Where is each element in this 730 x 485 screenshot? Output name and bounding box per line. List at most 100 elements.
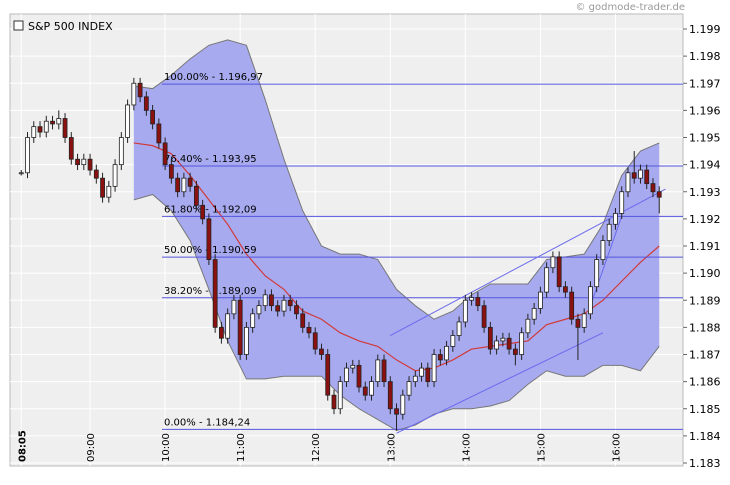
candle-body bbox=[412, 375, 418, 383]
candle-body bbox=[137, 82, 143, 98]
fib-label: 38.20% - 1.189,09 bbox=[164, 286, 257, 297]
candle-body bbox=[362, 386, 368, 396]
candle-body bbox=[450, 335, 456, 347]
y-tick-label: 1.192 bbox=[689, 213, 721, 226]
x-tick-label: 15:00 bbox=[536, 433, 547, 462]
candle-body bbox=[375, 359, 381, 383]
candle-body bbox=[181, 177, 187, 193]
y-tick-label: 1.188 bbox=[689, 321, 721, 334]
candle-body bbox=[469, 297, 474, 301]
candle-body bbox=[43, 120, 49, 133]
candle-body bbox=[487, 326, 493, 350]
candle-body bbox=[306, 326, 312, 334]
candle-body bbox=[112, 164, 118, 187]
candle-body bbox=[281, 299, 287, 312]
y-tick-label: 1.191 bbox=[689, 240, 721, 253]
candle-body bbox=[244, 326, 249, 355]
candle-body bbox=[62, 118, 68, 138]
trendline bbox=[396, 332, 604, 434]
candle-body bbox=[219, 326, 224, 339]
candle-body bbox=[319, 348, 324, 355]
y-tick-label: 1.190 bbox=[689, 267, 721, 280]
candle-body bbox=[225, 313, 231, 339]
candle-body bbox=[431, 354, 437, 383]
candle-body bbox=[525, 318, 531, 334]
candle-body bbox=[613, 213, 618, 225]
y-tick-label: 1.198 bbox=[689, 50, 721, 63]
y-tick-label: 1.186 bbox=[689, 376, 721, 389]
candle-body bbox=[381, 359, 387, 383]
candle-body bbox=[619, 191, 625, 214]
candle-body bbox=[231, 299, 237, 315]
candle-body bbox=[31, 126, 37, 138]
candle-body bbox=[262, 294, 268, 307]
candle-body bbox=[50, 120, 55, 125]
candle-body bbox=[494, 340, 500, 350]
candle-body bbox=[250, 313, 256, 328]
y-tick-label: 1.184 bbox=[689, 430, 721, 443]
candle-body bbox=[87, 158, 93, 171]
candle-body bbox=[175, 177, 181, 193]
candle-body bbox=[387, 381, 393, 410]
watermark: © godmode-trader.de bbox=[576, 2, 686, 13]
candle-body bbox=[419, 367, 424, 377]
candle-body bbox=[581, 313, 587, 328]
candle-body bbox=[337, 381, 343, 410]
candle-body bbox=[531, 307, 537, 320]
candle-body bbox=[131, 82, 137, 106]
candle-body bbox=[331, 394, 337, 410]
y-tick-label: 1.185 bbox=[689, 403, 721, 416]
candle-body bbox=[481, 305, 487, 328]
candle-body bbox=[500, 337, 506, 342]
candle-body bbox=[650, 183, 656, 193]
candle-body bbox=[425, 367, 431, 383]
y-tick-label: 1.189 bbox=[689, 294, 721, 307]
candle-body bbox=[512, 348, 518, 355]
candle-body bbox=[162, 142, 168, 166]
candle-body bbox=[193, 185, 199, 206]
candle-body bbox=[212, 259, 218, 328]
candle-body bbox=[118, 137, 124, 166]
candle-body bbox=[369, 381, 374, 396]
candle-body bbox=[237, 299, 243, 355]
candle-body bbox=[519, 332, 525, 355]
candle-body bbox=[600, 240, 606, 260]
candle-body bbox=[294, 305, 299, 315]
x-tick-label: 12:00 bbox=[311, 433, 322, 462]
candle-body bbox=[444, 345, 449, 361]
candle-body bbox=[537, 291, 543, 309]
candle-body bbox=[588, 286, 593, 315]
candle-body bbox=[325, 354, 331, 396]
candle-body bbox=[106, 185, 112, 198]
candle-body bbox=[256, 305, 262, 315]
x-tick-label: 08:05 bbox=[17, 430, 28, 462]
x-tick-label: 09:00 bbox=[86, 433, 97, 462]
candle-body bbox=[150, 109, 156, 125]
candle-body bbox=[344, 367, 349, 383]
fib-label: 76.40% - 1.193,95 bbox=[164, 154, 257, 165]
candle-body bbox=[81, 158, 87, 166]
candle-body bbox=[575, 318, 581, 328]
candle-body bbox=[606, 223, 612, 241]
y-tick-label: 1.193 bbox=[689, 186, 721, 199]
candle-body bbox=[168, 164, 174, 179]
candle-body bbox=[638, 169, 643, 179]
candle-body bbox=[569, 291, 575, 320]
candle-body bbox=[156, 123, 162, 144]
candle-body bbox=[206, 218, 212, 260]
x-tick-label: 10:00 bbox=[161, 433, 172, 462]
candle-body bbox=[563, 286, 568, 293]
candle-body bbox=[37, 126, 43, 133]
candle-body bbox=[275, 305, 281, 312]
x-tick-label: 14:00 bbox=[461, 433, 472, 462]
candle-body bbox=[200, 204, 206, 220]
candle-body bbox=[18, 172, 24, 175]
candle-body bbox=[631, 172, 637, 179]
candle-body bbox=[25, 137, 30, 174]
y-tick-label: 1.197 bbox=[689, 77, 721, 90]
chart-title: S&P 500 INDEX bbox=[28, 20, 113, 33]
candle-body bbox=[406, 381, 412, 396]
x-tick-label: 13:00 bbox=[386, 433, 397, 462]
y-tick-label: 1.187 bbox=[689, 349, 721, 362]
